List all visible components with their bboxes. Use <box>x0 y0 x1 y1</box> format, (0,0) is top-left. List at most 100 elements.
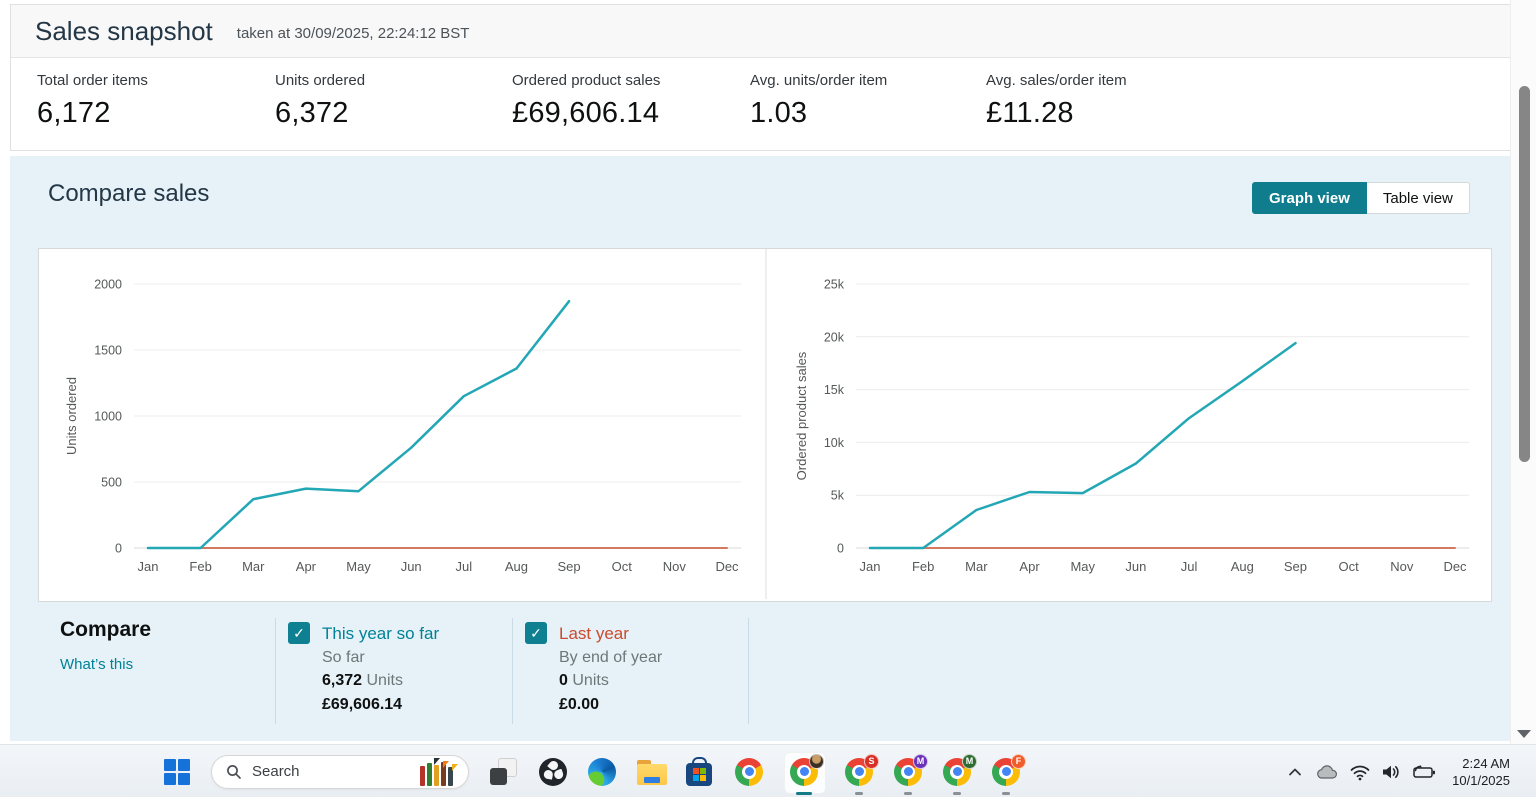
svg-text:20k: 20k <box>824 330 845 344</box>
stat-label: Avg. sales/order item <box>986 72 1127 89</box>
svg-text:Apr: Apr <box>296 559 317 574</box>
legend-sales: £0.00 <box>559 695 600 713</box>
svg-text:Jun: Jun <box>1125 559 1146 574</box>
wifi-icon[interactable] <box>1349 762 1371 782</box>
svg-text:Mar: Mar <box>965 559 988 574</box>
legend-item-this-year: ✓ This year so far So far 6,372 Units £6… <box>288 622 439 716</box>
svg-text:5k: 5k <box>831 489 845 503</box>
chrome-icon <box>735 757 763 786</box>
legend-divider <box>275 618 276 724</box>
edge-icon <box>588 757 616 786</box>
svg-text:Units ordered: Units ordered <box>64 377 79 455</box>
chrome-icon <box>790 757 818 786</box>
svg-text:25k: 25k <box>824 278 845 292</box>
active-app-indicator <box>796 791 812 795</box>
svg-text:0: 0 <box>115 542 122 556</box>
chrome-profile-s-button[interactable]: S <box>845 753 879 795</box>
stat-value: 1.03 <box>750 97 808 129</box>
svg-text:May: May <box>346 559 371 574</box>
check-icon: ✓ <box>293 624 305 641</box>
stat-label: Units ordered <box>275 72 366 89</box>
svg-text:1000: 1000 <box>94 410 122 424</box>
store-icon <box>686 756 712 786</box>
legend-units: 6,372 Units <box>322 672 403 689</box>
stat-label: Ordered product sales <box>512 72 661 89</box>
svg-text:Apr: Apr <box>1019 559 1040 574</box>
legend-sublabel: So far <box>322 648 365 666</box>
legend-sales: £69,606.14 <box>322 695 403 713</box>
chrome-profile-m-green-button[interactable]: M <box>943 753 977 795</box>
microsoft-store-button[interactable] <box>686 756 714 786</box>
stat-label: Avg. units/order item <box>750 72 888 89</box>
legend-label: This year so far <box>322 624 440 643</box>
this-year-checkbox[interactable]: ✓ <box>288 622 310 644</box>
task-view-icon <box>490 757 517 785</box>
legend-label: Last year <box>559 624 629 643</box>
svg-text:Jan: Jan <box>138 559 159 574</box>
svg-text:Dec: Dec <box>715 559 739 574</box>
svg-text:10k: 10k <box>824 436 845 450</box>
svg-text:Feb: Feb <box>912 559 934 574</box>
battery-icon[interactable] <box>1411 762 1437 782</box>
clock-date: 10/1/2025 <box>1452 772 1510 788</box>
svg-text:Aug: Aug <box>505 559 528 574</box>
task-view-button[interactable] <box>490 757 518 786</box>
scrollbar-track[interactable] <box>1510 0 1536 744</box>
file-explorer-button[interactable] <box>637 758 667 786</box>
svg-text:Jun: Jun <box>401 559 422 574</box>
svg-text:Jul: Jul <box>1181 559 1198 574</box>
edge-button[interactable] <box>588 757 616 786</box>
taskbar-clock[interactable]: 2:24 AM 10/1/2025 <box>1452 755 1510 789</box>
running-app-indicator <box>855 791 863 795</box>
folder-icon <box>637 759 667 785</box>
svg-text:0: 0 <box>837 542 844 556</box>
profile-badge: M <box>913 753 928 769</box>
svg-text:Sep: Sep <box>558 559 581 574</box>
obs-studio-button[interactable] <box>539 757 567 786</box>
running-app-indicator <box>904 791 912 795</box>
stat-value: £69,606.14 <box>512 97 660 129</box>
last-year-checkbox[interactable]: ✓ <box>525 622 547 644</box>
svg-text:Nov: Nov <box>663 559 687 574</box>
stats-row: Total order items 6,172 Units ordered 6,… <box>11 58 1528 150</box>
svg-text:Oct: Oct <box>612 559 633 574</box>
chrome-profile-m-purple-button[interactable]: M <box>894 753 928 795</box>
compare-legend-heading: Compare <box>60 618 152 641</box>
svg-text:1500: 1500 <box>94 344 122 358</box>
chrome-button[interactable] <box>735 757 763 786</box>
tray-chevron-up-icon[interactable] <box>1285 762 1305 782</box>
svg-text:Aug: Aug <box>1231 559 1254 574</box>
start-button[interactable] <box>164 758 190 785</box>
svg-text:Ordered product sales: Ordered product sales <box>794 351 809 480</box>
profile-badge: F <box>1011 753 1026 769</box>
svg-text:May: May <box>1070 559 1095 574</box>
scrollbar-thumb[interactable] <box>1519 86 1530 462</box>
sales-snapshot-header: Sales snapshot taken at 30/09/2025, 22:2… <box>11 5 1528 58</box>
whats-this-link[interactable]: What’s this <box>60 656 134 673</box>
legend-divider <box>512 618 513 724</box>
profile-badge: S <box>864 753 879 769</box>
profile-avatar <box>809 753 824 769</box>
compare-sales-section: Compare sales Graph view Table view 0 500… <box>10 156 1511 741</box>
stat-units-ordered: Units ordered 6,372 <box>275 72 365 130</box>
scrollbar-down-arrow-icon[interactable] <box>1517 730 1531 738</box>
volume-icon[interactable] <box>1380 762 1402 782</box>
profile-badge: M <box>962 753 977 769</box>
compare-sales-charts: 0 500 1000 1500 2000 Jan Feb Mar Apr May Jun Jul Aug… <box>64 249 1469 599</box>
search-highlight-image <box>416 757 462 786</box>
svg-text:2000: 2000 <box>94 278 122 292</box>
graph-view-button[interactable]: Graph view <box>1252 182 1367 214</box>
chrome-profile-avatar-button[interactable] <box>784 751 826 795</box>
running-app-indicator <box>1002 791 1010 795</box>
taskbar-search[interactable]: Search <box>211 754 469 789</box>
obs-icon <box>539 757 567 786</box>
chrome-profile-f-button[interactable]: F <box>992 753 1026 795</box>
page-title: Sales snapshot <box>35 15 213 46</box>
taskbar: Search <box>0 744 1536 797</box>
snapshot-timestamp: taken at 30/09/2025, 22:24:12 BST <box>236 24 470 42</box>
svg-text:15k: 15k <box>824 383 845 397</box>
svg-text:500: 500 <box>101 476 122 490</box>
table-view-button[interactable]: Table view <box>1366 182 1470 214</box>
onedrive-cloud-icon[interactable] <box>1314 762 1340 782</box>
